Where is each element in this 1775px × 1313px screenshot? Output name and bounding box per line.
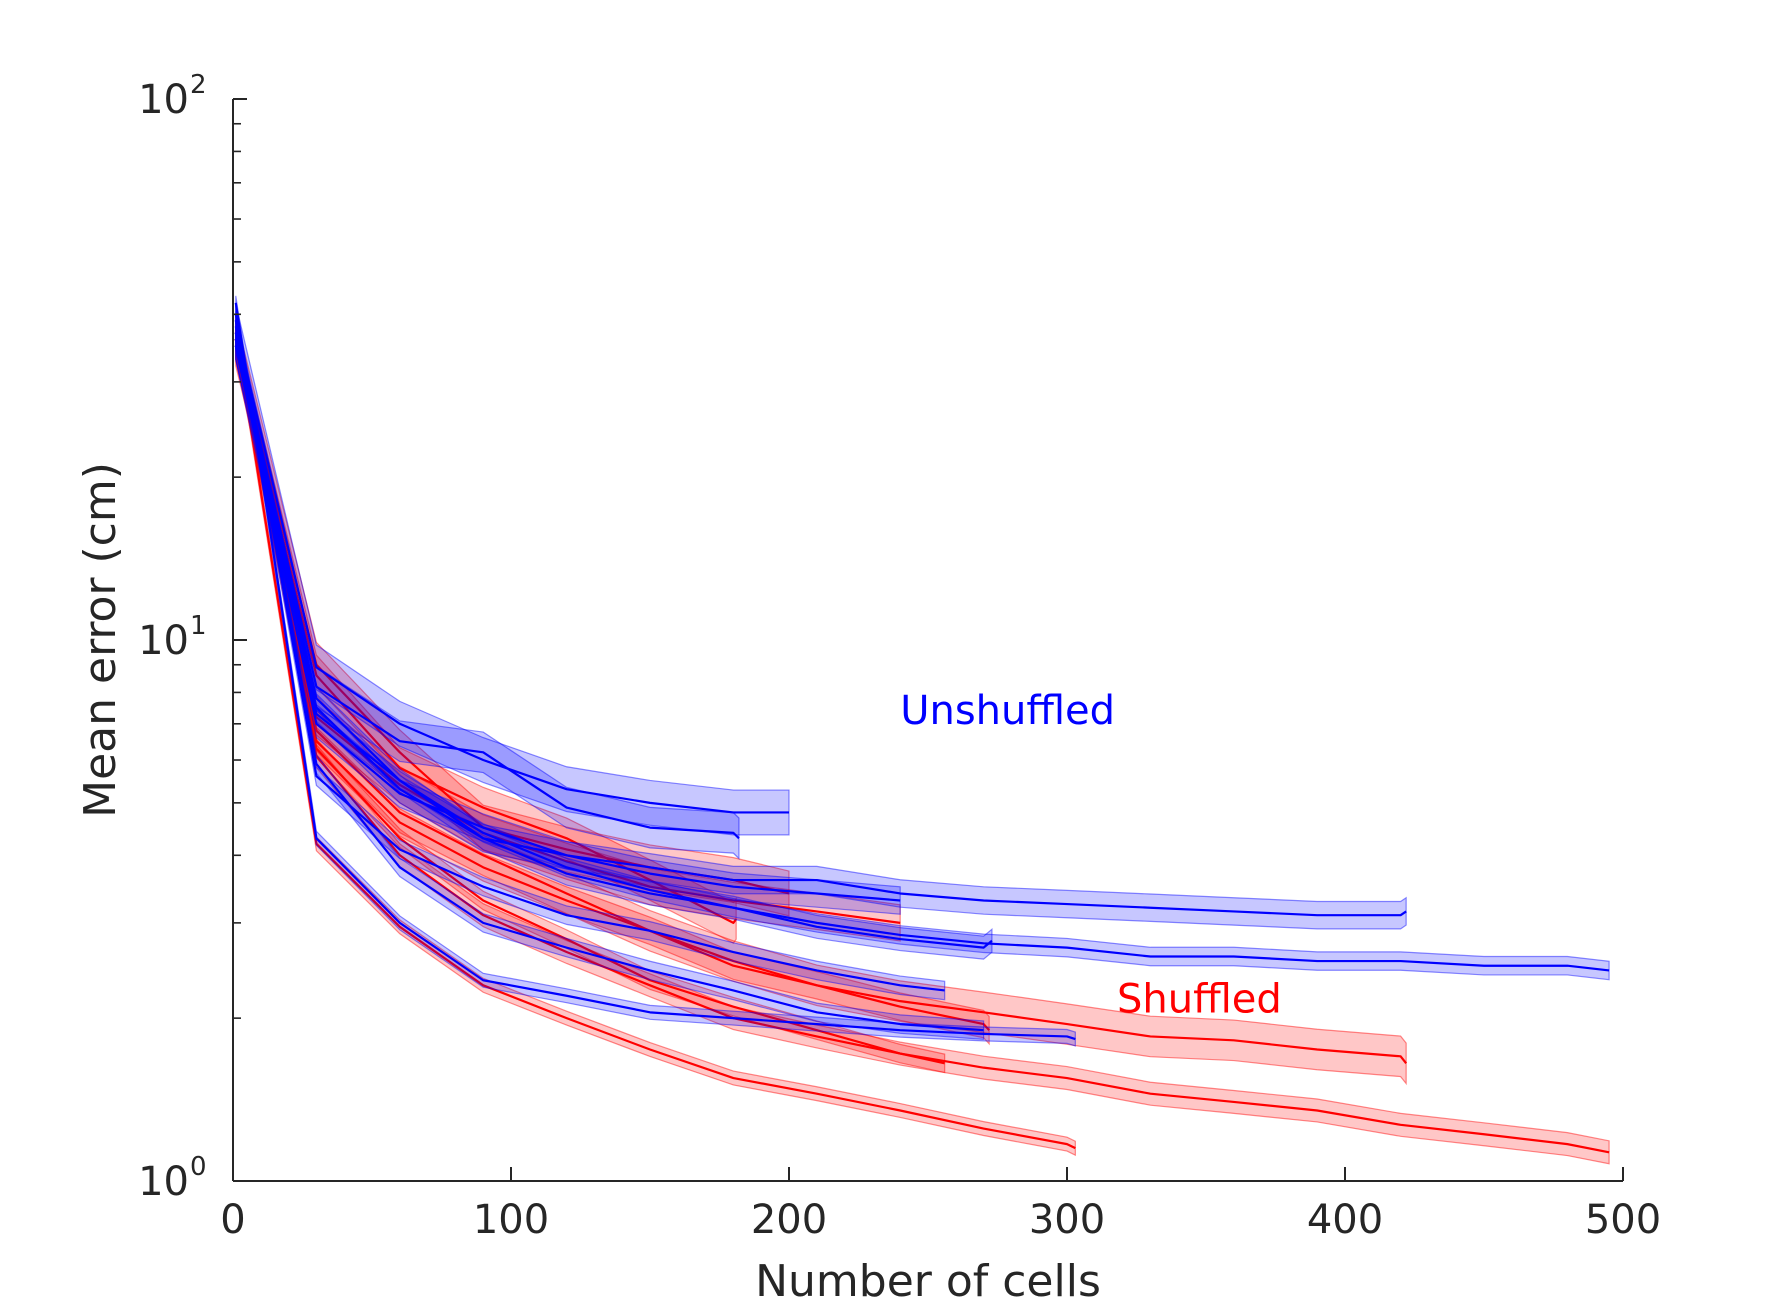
x-axis-title: Number of cells <box>755 1256 1101 1307</box>
y-axis-title: Mean error (cm) <box>75 462 126 818</box>
unshuffled-line-2 <box>234 338 740 840</box>
shuffled-line-11 <box>234 345 738 924</box>
shuffled-series-17 <box>234 325 1076 1157</box>
shuffled-band-15 <box>235 329 946 1074</box>
unshuffled-band-8 <box>235 304 985 1041</box>
y-tick-exponent: 1 <box>190 611 207 641</box>
x-tick-label: 500 <box>1585 1197 1661 1243</box>
shuffled-band-16 <box>235 327 1610 1165</box>
unshuffled-band-3 <box>235 331 1407 930</box>
unshuffled-series-6 <box>234 323 1610 981</box>
unshuffled-line-6 <box>234 332 1610 972</box>
unshuffled-line-5 <box>234 338 993 949</box>
series-layer <box>234 295 1610 1165</box>
shuffled-band-17 <box>235 325 1076 1157</box>
unshuffled-band-1 <box>235 303 790 836</box>
shuffled-line-17 <box>234 332 1076 1150</box>
unshuffled-line-1 <box>234 326 789 814</box>
shuffled-line-13 <box>234 338 1408 1065</box>
unshuffled-series-4 <box>234 331 901 915</box>
y-tick-label: 10 <box>138 618 189 664</box>
shuffled-series-13 <box>234 318 1408 1086</box>
unshuffled-line-9 <box>234 302 1076 1041</box>
y-tick-label: 10 <box>138 1159 189 1205</box>
x-tick-label: 0 <box>220 1197 245 1243</box>
unshuffled-band-6 <box>235 323 1610 981</box>
unshuffled-series-3 <box>234 331 1407 930</box>
unshuffled-series-8 <box>234 304 985 1041</box>
unshuffled-band-7 <box>235 310 946 1001</box>
unshuffled-series-7 <box>234 310 946 1001</box>
unshuffled-series-1 <box>234 303 790 836</box>
unshuffled-line-8 <box>234 314 984 1032</box>
unshuffled-series-9 <box>234 295 1076 1047</box>
unshuffled-line-7 <box>234 320 945 992</box>
shuffled-line-16 <box>234 338 1610 1154</box>
unshuffled-series-5 <box>234 327 993 960</box>
shuffled-band-10 <box>235 316 790 917</box>
y-tick-exponent: 2 <box>190 70 207 100</box>
unshuffled-line-3 <box>234 345 1407 917</box>
unshuffled-band-5 <box>235 327 993 960</box>
unshuffled-series-2 <box>234 318 740 860</box>
x-tick-label: 200 <box>751 1197 827 1243</box>
shuffled-line-12 <box>234 338 901 924</box>
unshuffled-band-2 <box>235 318 740 860</box>
shuffled-series-12 <box>234 320 901 942</box>
unshuffled-band-9 <box>235 295 1076 1047</box>
shuffled-band-14 <box>235 325 990 1046</box>
unshuffled-band-4 <box>235 331 901 915</box>
annotations: Unshuffled Shuffled <box>900 688 1282 1023</box>
annotation-unshuffled: Unshuffled <box>900 688 1115 734</box>
shuffled-series-16 <box>234 327 1610 1165</box>
annotation-shuffled: Shuffled <box>1117 976 1282 1022</box>
x-tick-label: 100 <box>473 1197 549 1243</box>
y-tick-label: 10 <box>138 77 189 123</box>
unshuffled-line-4 <box>234 345 901 902</box>
y-tick-exponent: 0 <box>190 1152 207 1182</box>
shuffled-band-13 <box>235 318 1407 1086</box>
x-tick-label: 300 <box>1029 1197 1105 1243</box>
x-tick-label: 400 <box>1307 1197 1383 1243</box>
